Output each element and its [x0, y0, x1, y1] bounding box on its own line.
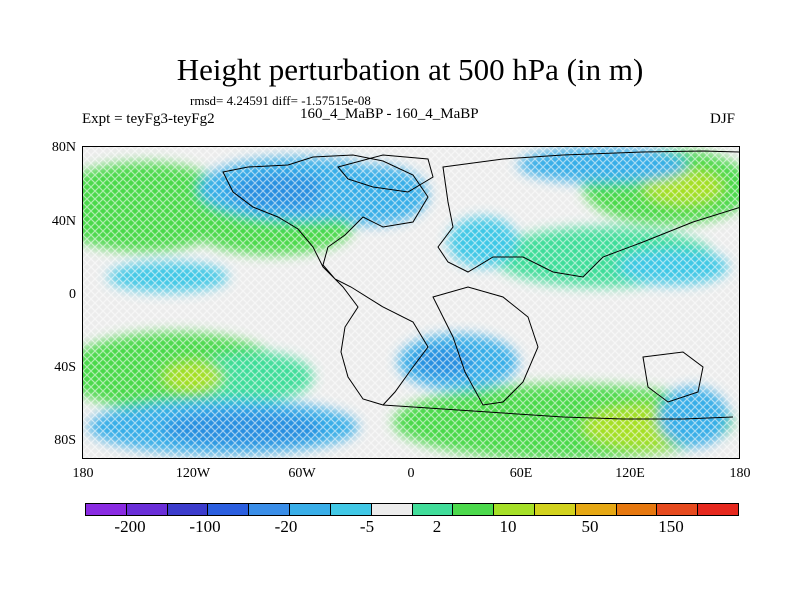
y-tick-label: 0	[69, 287, 76, 302]
y-tick-label: 80N	[51, 140, 76, 155]
colorbar-label: -200	[114, 517, 146, 536]
colorbar-swatch	[371, 504, 413, 515]
colorbar-swatch	[616, 504, 658, 515]
x-tick-label: 120E	[615, 466, 645, 481]
colorbar-label: -100	[189, 517, 221, 536]
colorbar-swatch	[494, 504, 535, 515]
coastline-americas	[222, 154, 429, 406]
colorbar-swatch	[412, 504, 454, 515]
x-tick-label: 60W	[288, 466, 316, 481]
experiment-label: Expt = teyFg3-teyFg2	[82, 111, 215, 127]
colorbar-label: 50	[581, 517, 599, 536]
colorbar-label: -20	[274, 517, 298, 536]
colorbar-swatch	[208, 504, 250, 515]
map-title: Height perturbation at 500 hPa (in m)	[176, 52, 644, 87]
coastline-australia	[642, 351, 704, 403]
colorbar-label: -5	[359, 517, 375, 536]
colorbar-swatch	[575, 504, 617, 515]
x-tick-label: 0	[407, 466, 415, 481]
coastline-africa	[432, 286, 539, 406]
colorbar-swatch	[330, 504, 372, 515]
coastline-antarctica	[382, 404, 734, 420]
y-tick-label: 80S	[54, 433, 76, 448]
colorbar-swatch	[249, 504, 291, 515]
hatch-overlay	[83, 147, 739, 458]
colorbar-swatch	[534, 504, 576, 515]
colorbar-swatch	[167, 504, 209, 515]
colorbar-swatch	[453, 504, 495, 515]
coastline-greenland	[337, 154, 434, 193]
colorbar-swatch	[126, 504, 168, 515]
y-tick-label: 40N	[51, 214, 76, 229]
period-label: 160_4_MaBP - 160_4_MaBP	[300, 106, 479, 122]
x-tick-label: 60E	[509, 466, 533, 481]
x-tick-label: 180	[72, 466, 94, 481]
colorbar-label: 10	[499, 517, 517, 536]
y-tick-label: 40S	[54, 360, 76, 375]
x-tick-label: 180	[729, 466, 751, 481]
height-perturbation-map	[83, 147, 739, 458]
colorbar-swatch	[698, 504, 738, 515]
map-panel	[82, 146, 740, 459]
colorbar-label: 150	[658, 517, 684, 536]
colorbar-label: 2	[432, 517, 442, 536]
season-label: DJF	[710, 111, 736, 127]
colorbar-swatch	[657, 504, 699, 515]
colorbar	[85, 503, 739, 516]
colorbar-swatch	[86, 504, 127, 515]
colorbar-swatch	[290, 504, 331, 515]
stats-text: rmsd= 4.24591 diff= -1.57515e-08	[190, 93, 371, 108]
coastline-eurasia	[437, 150, 739, 278]
x-tick-label: 120W	[175, 466, 211, 481]
